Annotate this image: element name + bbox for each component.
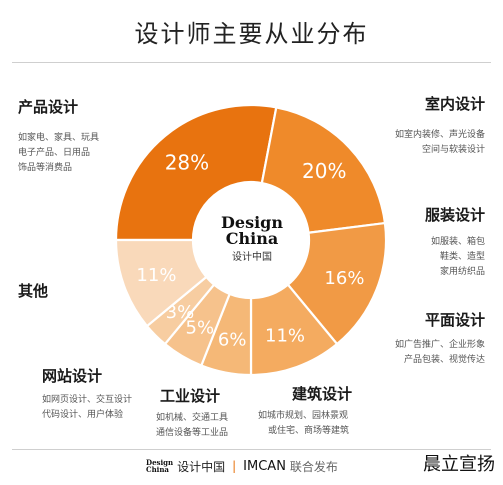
slice-0 — [114, 103, 278, 242]
footer-logo: Design China — [146, 459, 173, 473]
label-product: 产品设计 如家电、家具、玩具 电子产品、日用品 饰品等消费品 — [18, 96, 99, 176]
center-logo-line1: Design — [221, 213, 283, 232]
slice-label-6: 3% — [166, 302, 195, 323]
center-logo-line2: China — [225, 229, 279, 248]
slice-1 — [260, 106, 387, 234]
label-architecture-name: 建筑设计 — [292, 385, 353, 403]
label-fashion-desc-1: 如服装、箱包 — [430, 237, 485, 247]
slice-label-1: 20% — [302, 159, 346, 183]
label-fashion: 服装设计 如服装、箱包 鞋类、造型 家用纺织品 — [425, 204, 485, 280]
slice-label-3: 11% — [265, 326, 305, 347]
slice-label-2: 16% — [324, 268, 364, 289]
label-graphic-name: 平面设计 — [424, 311, 485, 329]
label-fashion-desc-3: 家用纺织品 — [439, 267, 485, 277]
center-logo: Design China 设计中国 — [214, 213, 290, 264]
label-product-desc-2: 电子产品、日用品 — [18, 148, 91, 158]
label-interior-desc-1: 如室内装修、声光设备 — [394, 130, 485, 140]
slice-7 — [114, 238, 208, 328]
footer-brand: IMCAN — [243, 458, 286, 474]
signature: 晨立宣扬 — [423, 454, 495, 475]
center-logo-sub: 设计中国 — [232, 252, 272, 263]
footer: Design China 设计中国 | IMCAN 联合发布 — [146, 456, 338, 476]
label-industrial-name: 工业设计 — [160, 387, 221, 405]
top-divider — [12, 62, 491, 63]
label-interior: 室内设计 如室内装修、声光设备 空间与软装设计 — [395, 93, 485, 158]
slice-label-0: 28% — [165, 151, 209, 175]
slice-label-4: 6% — [218, 330, 247, 351]
label-other: 其他 — [18, 280, 48, 301]
footer-logo-line2: China — [146, 465, 169, 474]
label-interior-name: 室内设计 — [424, 95, 485, 113]
footer-text-2: 联合发布 — [289, 459, 338, 474]
label-product-desc-1: 如家电、家具、玩具 — [18, 133, 100, 143]
label-web-desc-2: 代码设计、用户体验 — [42, 410, 124, 420]
label-graphic: 平面设计 如广告推广、企业形象 产品包装、视觉传达 — [395, 309, 485, 368]
footer-logo-line1: Design — [146, 458, 174, 467]
label-web-desc-1: 如网页设计、交互设计 — [42, 395, 133, 405]
label-graphic-desc-1: 如广告推广、企业形象 — [394, 340, 485, 350]
slice-label-5: 5% — [186, 318, 215, 339]
label-fashion-desc-2: 鞋类、造型 — [439, 252, 485, 262]
label-architecture: 建筑设计 如城市规划、园林景观 或住宅、商场等建筑 — [258, 383, 352, 439]
label-industrial-desc-1: 如机械、交通工具 — [156, 413, 229, 423]
label-product-name: 产品设计 — [18, 98, 79, 116]
label-industrial: 工业设计 如机械、交通工具 通信设备等工业品 — [156, 385, 228, 441]
label-web: 网站设计 如网页设计、交互设计 代码设计、用户体验 — [42, 365, 132, 423]
label-interior-desc-2: 空间与软装设计 — [421, 145, 485, 155]
label-architecture-desc-1: 如城市规划、园林景观 — [258, 411, 349, 421]
label-graphic-desc-2: 产品包装、视觉传达 — [403, 355, 485, 365]
footer-separator: | — [232, 459, 237, 473]
label-other-name: 其他 — [18, 282, 49, 300]
page-title: 设计师主要从业分布 — [134, 20, 369, 48]
label-product-desc-3: 饰品等消费品 — [18, 163, 73, 173]
label-industrial-desc-2: 通信设备等工业品 — [156, 428, 229, 438]
label-web-name: 网站设计 — [42, 367, 103, 385]
bottom-divider — [12, 449, 491, 450]
label-architecture-desc-2: 或住宅、商场等建筑 — [268, 426, 350, 436]
footer-text-1: 设计中国 — [177, 459, 226, 474]
slice-label-7: 11% — [136, 265, 176, 286]
label-fashion-name: 服装设计 — [424, 206, 485, 224]
